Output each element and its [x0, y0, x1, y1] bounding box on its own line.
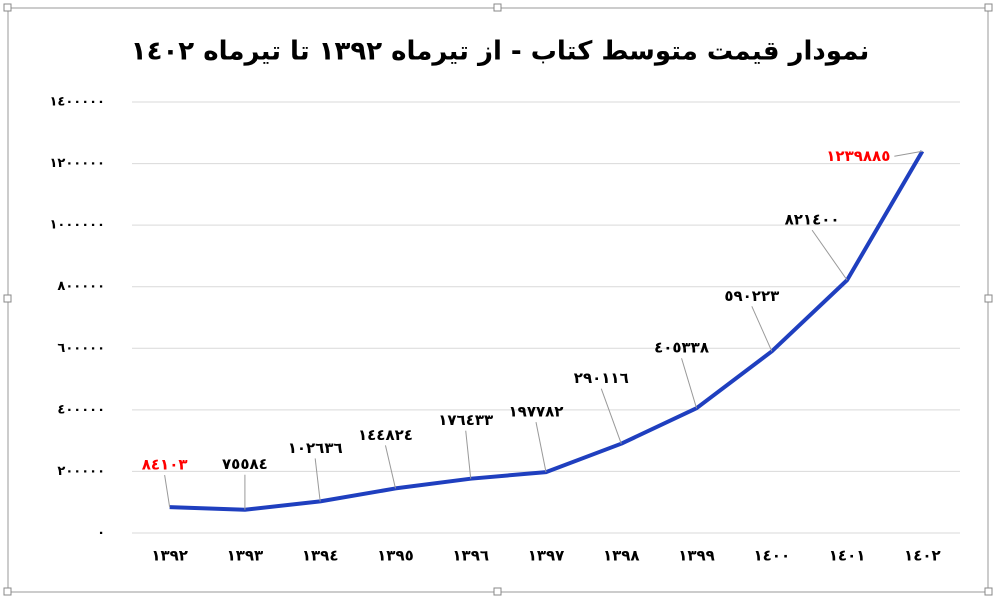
leader-line [600, 388, 622, 444]
data-label: ٥٩٠٢٢٣ [724, 287, 779, 305]
data-label: ١٩٧٧٨٢ [509, 403, 564, 421]
x-tick-label: ١٣٩٨ [603, 547, 640, 565]
data-label: ٧٥٥٨٤ [222, 455, 268, 473]
x-tick-label: ١٣٩٤ [302, 547, 339, 565]
data-label: ١٧٦٤٣٣ [438, 411, 493, 429]
leader-line [164, 475, 171, 508]
x-tick-label: ١٤٠٢ [904, 547, 941, 565]
x-tick-label: ١٣٩٣ [227, 547, 264, 565]
y-tick-label: ٨٠٠٠٠٠ [57, 279, 105, 294]
x-tick-label: ١٤٠١ [829, 547, 866, 565]
leader-line [751, 306, 773, 352]
x-tick-label: ١٣٩٦ [452, 547, 489, 565]
leader-line [314, 458, 321, 502]
y-tick-label: ١٢٠٠٠٠٠ [49, 156, 105, 171]
leader-line [894, 150, 923, 157]
leader-line [465, 430, 472, 479]
data-label: ٨٤١٠٣ [142, 456, 188, 474]
data-label: ٨٢١٤٠٠ [785, 211, 840, 229]
leader-line [681, 358, 698, 409]
selection-handles [3, 3, 993, 596]
leader-line [535, 422, 547, 473]
chart-title: نمودار قیمت متوسط کتاب - از تیرماه ١٣٩٢ … [131, 37, 870, 67]
y-tick-label: ٤٠٠٠٠٠ [57, 402, 105, 417]
x-tick-label: ١٣٩٩ [678, 547, 715, 565]
leader-line [384, 445, 396, 489]
y-tick-label: ٢٠٠٠٠٠ [57, 464, 105, 479]
y-tick-label: ٦٠٠٠٠٠ [57, 341, 105, 356]
x-tick-label: ١٣٩٧ [528, 547, 565, 565]
data-label: ١٤٤٨٢٤ [358, 426, 413, 444]
data-label: ١٢٣٩٨٨٥ [826, 147, 890, 165]
data-label: ٤٠٥٣٣٨ [654, 339, 709, 357]
y-tick-label: ١٠٠٠٠٠٠ [49, 218, 105, 233]
x-tick-label: ١٤٠٠ [754, 547, 791, 565]
data-label: ١٠٢٦٣٦ [288, 439, 343, 457]
x-tick-label: ١٣٩٥ [377, 547, 414, 565]
y-tick-label: ٠ [97, 526, 105, 541]
x-tick-label: ١٣٩٢ [151, 547, 188, 565]
chart-frame [7, 7, 989, 593]
leader-line [811, 229, 848, 281]
y-tick-label: ١٤٠٠٠٠٠ [49, 95, 105, 110]
data-label: ٢٩٠١١٦ [574, 369, 629, 387]
